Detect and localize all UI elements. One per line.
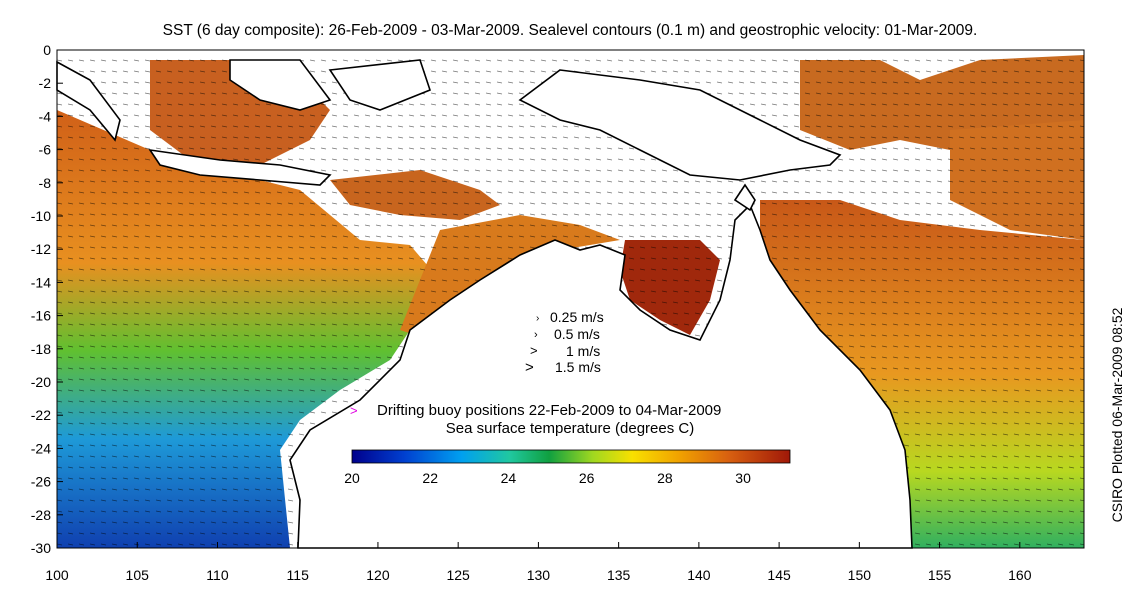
y-tick-label: -20	[31, 374, 51, 390]
map-title: SST (6 day composite): 26-Feb-2009 - 03-…	[162, 22, 978, 39]
y-tick-label: 0	[43, 42, 51, 58]
colorbar-tick-label: 20	[344, 470, 360, 486]
colorbar-tick-label: 28	[657, 470, 673, 486]
x-tick-label: 135	[607, 567, 631, 583]
y-tick-label: -4	[39, 108, 52, 124]
y-tick-label: -8	[39, 175, 52, 191]
y-tick-label: -12	[31, 241, 51, 257]
x-tick-label: 100	[45, 567, 69, 583]
y-tick-label: -22	[31, 407, 51, 423]
buoy-legend-label: Drifting buoy positions 22-Feb-2009 to 0…	[377, 402, 721, 419]
y-tick-label: -16	[31, 308, 51, 324]
velocity-legend-label-2: 1 m/s	[566, 343, 600, 359]
colorbar-title: Sea surface temperature (degrees C)	[446, 420, 694, 437]
velocity-legend-label-1: 0.5 m/s	[554, 326, 600, 342]
y-tick-label: -10	[31, 208, 51, 224]
y-tick-label: -30	[31, 540, 51, 556]
arrow-icon: ›	[536, 313, 539, 324]
y-tick-label: -26	[31, 474, 51, 490]
y-tick-label: -18	[31, 341, 51, 357]
y-tick-label: -24	[31, 440, 51, 456]
y-tick-label: -14	[31, 274, 51, 290]
colorbar-tick-label: 24	[501, 470, 517, 486]
x-tick-label: 115	[287, 567, 310, 583]
x-tick-label: 145	[767, 567, 791, 583]
y-tick-label: -6	[39, 142, 52, 158]
x-tick-label: 155	[928, 567, 952, 583]
arrow-icon: >	[530, 343, 538, 358]
x-tick-label: 120	[366, 567, 390, 583]
x-tick-label: 140	[687, 567, 711, 583]
plot-frame	[56, 49, 1085, 549]
arrow-icon: >	[525, 359, 534, 376]
buoy-legend: > Drifting buoy positions 22-Feb-2009 to…	[350, 402, 721, 419]
x-tick-label: 160	[1008, 567, 1032, 583]
colorbar-tick-label: 30	[735, 470, 751, 486]
y-tick-label: -2	[39, 75, 52, 91]
x-tick-label: 130	[527, 567, 551, 583]
velocity-legend: 0.25 m/s 0.5 m/s 1 m/s 1.5 m/s › › > >	[525, 309, 604, 376]
velocity-legend-label-3: 1.5 m/s	[555, 359, 601, 375]
colorbar-tick-label: 22	[422, 470, 438, 486]
x-tick-label: 110	[206, 567, 229, 583]
y-axis: 0 -2 -4 -6 -8 -10 -12 -14 -16 -18 -20 -22 -24 -26 -28 -…	[31, 42, 63, 556]
arrow-icon: ›	[534, 329, 538, 341]
x-tick-label: 105	[126, 567, 150, 583]
buoy-marker-icon: >	[350, 403, 358, 418]
y-tick-label: -28	[31, 507, 51, 523]
colorbar-tick-label: 26	[579, 470, 595, 486]
velocity-legend-label-0: 0.25 m/s	[550, 309, 604, 325]
x-axis: 100 105 110 115 120 125 130 135 140 145 150 155 160	[45, 542, 1032, 583]
x-tick-label: 150	[848, 567, 872, 583]
x-tick-label: 125	[446, 567, 470, 583]
sst-colorbar: Sea surface temperature (degrees C) 20 22…	[344, 420, 791, 486]
